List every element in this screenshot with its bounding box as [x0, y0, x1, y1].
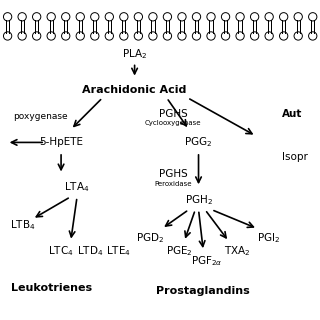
Text: PGE$_2$: PGE$_2$	[166, 244, 193, 258]
Text: LTC$_4$: LTC$_4$	[48, 244, 74, 258]
Text: Aut: Aut	[282, 109, 302, 119]
Text: 5-HpETE: 5-HpETE	[39, 137, 83, 148]
Text: LTE$_4$: LTE$_4$	[106, 244, 131, 258]
Text: PLA$_2$: PLA$_2$	[122, 48, 147, 61]
Text: PGD$_2$: PGD$_2$	[136, 231, 165, 245]
Text: TXA$_2$: TXA$_2$	[224, 244, 250, 258]
Text: Leukotrienes: Leukotrienes	[11, 283, 92, 293]
Text: Cyclooxygenase: Cyclooxygenase	[145, 120, 201, 126]
Text: PGF$_{2\alpha}$: PGF$_{2\alpha}$	[191, 254, 222, 268]
Text: LTB$_4$: LTB$_4$	[10, 219, 36, 232]
Text: LTA$_4$: LTA$_4$	[64, 180, 90, 194]
Text: Arachidonic Acid: Arachidonic Acid	[83, 85, 187, 95]
Text: PGI$_2$: PGI$_2$	[257, 231, 281, 245]
Text: LTD$_4$: LTD$_4$	[77, 244, 103, 258]
Text: PGH$_2$: PGH$_2$	[185, 193, 212, 207]
Text: Prostaglandins: Prostaglandins	[156, 286, 250, 296]
Text: PGG$_2$: PGG$_2$	[184, 135, 213, 149]
Text: PGHS: PGHS	[159, 169, 187, 180]
Text: Isopr: Isopr	[282, 152, 308, 162]
Text: PGHS: PGHS	[159, 109, 187, 119]
Text: Peroxidase: Peroxidase	[154, 181, 192, 187]
Text: poxygenase: poxygenase	[13, 112, 68, 121]
